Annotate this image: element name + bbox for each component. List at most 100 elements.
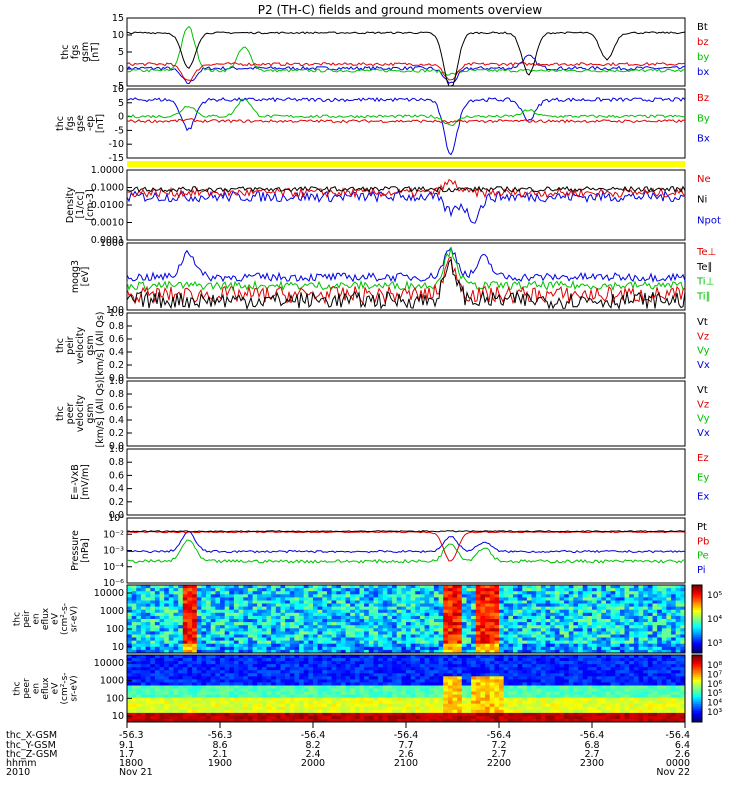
spectrogram-cell xyxy=(499,585,505,589)
spectrogram-cell xyxy=(480,688,486,692)
spectrogram-cell xyxy=(508,667,514,671)
spectrogram-cell xyxy=(210,628,216,632)
spectrogram-cell xyxy=(429,631,435,635)
spectrogram-cell xyxy=(373,597,379,601)
spectrogram-cell xyxy=(499,703,505,708)
spectrogram-cell xyxy=(210,619,216,623)
spectrogram-cell xyxy=(401,712,407,717)
spectrogram-cell xyxy=(503,634,509,638)
spectrogram-cell xyxy=(657,612,663,617)
spectrogram-cell xyxy=(587,622,593,626)
spectrogram-cell xyxy=(526,622,532,626)
spectrogram-cell xyxy=(210,709,216,714)
spectrogram-cell xyxy=(480,682,486,686)
spectrogram-cell xyxy=(285,697,291,701)
spectrogram-cell xyxy=(261,643,267,648)
spectrogram-cell xyxy=(154,679,160,683)
spectrogram-cell xyxy=(438,719,444,723)
spectrogram-cell xyxy=(266,667,272,671)
spectrogram-cell xyxy=(661,615,667,620)
spectrogram-cell xyxy=(401,676,407,680)
spectrogram-cell xyxy=(210,631,216,635)
spectrogram-cell xyxy=(429,603,435,607)
spectrogram-cell xyxy=(271,600,277,604)
spectrogram-cell xyxy=(587,609,593,614)
spectrogram-cell xyxy=(271,646,277,651)
spectrogram-cell xyxy=(382,588,388,592)
spectrogram-cell xyxy=(266,625,272,629)
spectrogram-cell xyxy=(220,715,226,720)
spectrogram-cell xyxy=(368,594,374,598)
spectrogram-cell xyxy=(136,694,142,698)
spectrogram-cell xyxy=(545,658,551,662)
spectrogram-cell xyxy=(192,712,198,717)
y-tick-label: 0.6 xyxy=(109,470,124,481)
spectrogram-cell xyxy=(280,688,286,692)
spectrogram-cell xyxy=(303,712,309,717)
spectrogram-cell xyxy=(331,709,337,714)
spectrogram-cell xyxy=(368,619,374,623)
spectrogram-cell xyxy=(150,679,156,683)
spectrogram-cell xyxy=(252,588,258,592)
spectrogram-cell xyxy=(247,679,253,683)
spectrogram-cell xyxy=(582,649,588,654)
spectrogram-cell xyxy=(378,615,384,620)
spectrogram-cell xyxy=(568,685,574,689)
spectrogram-cell xyxy=(164,712,170,717)
spectrogram-cell xyxy=(336,643,342,648)
spectrogram-cell xyxy=(401,673,407,677)
spectrogram-cell xyxy=(378,649,384,654)
spectrogram-cell xyxy=(322,719,328,723)
spectrogram-cell xyxy=(652,637,658,641)
spectrogram-cell xyxy=(410,719,416,723)
spectrogram-cell xyxy=(238,600,244,604)
spectrogram-cell xyxy=(438,712,444,717)
spectrogram-cell xyxy=(322,597,328,601)
spectrogram-cell xyxy=(471,634,477,638)
spectrogram-cell xyxy=(447,628,453,632)
spectrogram-cell xyxy=(522,588,528,592)
spectrogram-cell xyxy=(364,694,370,698)
spectrogram-cell xyxy=(657,646,663,651)
spectrogram-cell xyxy=(159,685,165,689)
spectrogram-cell xyxy=(471,694,477,698)
spectrogram-cell xyxy=(210,712,216,717)
spectrogram-cell xyxy=(233,625,239,629)
spectrogram-cell xyxy=(540,594,546,598)
spectrogram-cell xyxy=(229,637,235,641)
spectrogram-cell xyxy=(489,609,495,614)
spectrogram-cell xyxy=(150,585,156,589)
spectrogram-cell xyxy=(401,685,407,689)
spectrogram-cell xyxy=(350,719,356,723)
spectrogram-cell xyxy=(131,679,137,683)
spectrogram-cell xyxy=(182,634,188,638)
spectrogram-cell xyxy=(322,631,328,635)
spectrogram-cell xyxy=(392,709,398,714)
spectrogram-cell xyxy=(554,661,560,665)
spectrogram-cell xyxy=(354,676,360,680)
spectrogram-cell xyxy=(661,591,667,595)
spectrogram-cell xyxy=(364,649,370,654)
spectrogram-cell xyxy=(615,625,621,629)
spectrogram-cell xyxy=(340,688,346,692)
spectrogram-cell xyxy=(424,597,430,601)
spectrogram-cell xyxy=(233,691,239,695)
spectrogram-cell xyxy=(364,585,370,589)
spectrogram-cell xyxy=(359,622,365,626)
spectrogram-cell xyxy=(285,712,291,717)
spectrogram-cell xyxy=(257,715,263,720)
spectrogram-cell xyxy=(410,655,416,659)
spectrogram-cell xyxy=(489,646,495,651)
spectrogram-cell xyxy=(233,649,239,654)
spectrogram-cell xyxy=(178,664,184,668)
spectrogram-cell xyxy=(531,628,537,632)
spectrogram-cell xyxy=(168,646,174,651)
spectrogram-cell xyxy=(136,588,142,592)
y-label-line: E=-VxB xyxy=(70,464,81,499)
spectrogram-cell xyxy=(536,682,542,686)
spectrogram-cell xyxy=(243,691,249,695)
spectrogram-cell xyxy=(559,591,565,595)
spectrogram-cell xyxy=(452,597,458,601)
spectrogram-cell xyxy=(457,706,463,711)
spectrogram-cell xyxy=(368,673,374,677)
